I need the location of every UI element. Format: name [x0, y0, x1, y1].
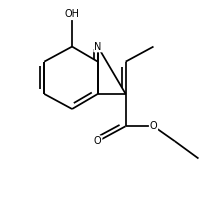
Text: O: O: [150, 121, 157, 131]
Text: O: O: [94, 136, 102, 146]
Text: OH: OH: [65, 9, 80, 19]
Text: N: N: [94, 42, 102, 52]
